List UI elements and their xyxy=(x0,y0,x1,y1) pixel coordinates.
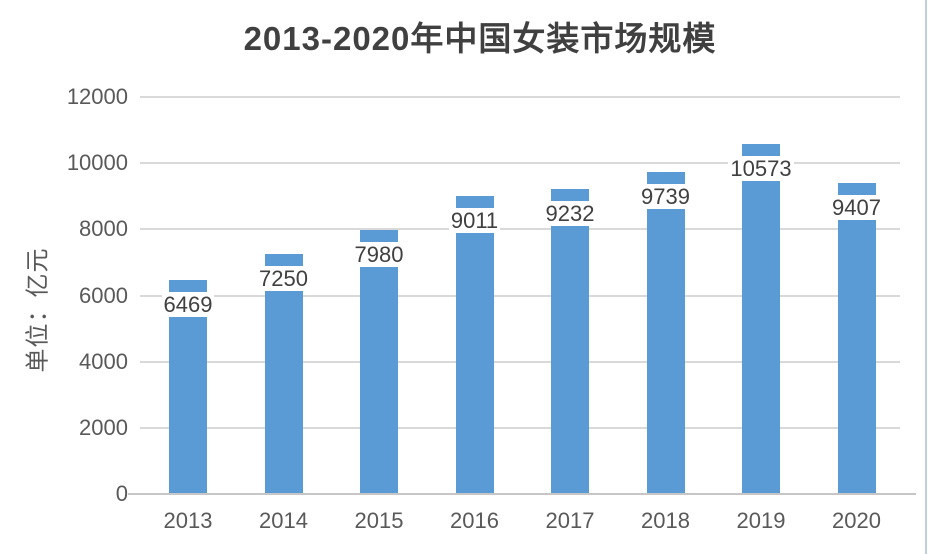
bar-data-label-value: 9232 xyxy=(543,200,597,226)
x-axis-tick-label: 2017 xyxy=(545,508,595,533)
bar-data-label: 6469 xyxy=(118,291,258,318)
bar-data-label-value: 7250 xyxy=(257,266,310,292)
right-edge-border-line xyxy=(925,0,927,554)
bar xyxy=(551,188,589,493)
y-axis-tick-label: 2000 xyxy=(79,414,128,440)
gridline xyxy=(140,360,900,363)
bar-data-label: 10573 xyxy=(691,156,831,182)
bar xyxy=(837,182,876,493)
bar-data-label-value: 10573 xyxy=(728,156,794,182)
bar-data-label: 7250 xyxy=(214,266,354,292)
bar-data-label-value: 7980 xyxy=(352,241,406,267)
bar-data-label: 9739 xyxy=(596,183,736,210)
bar-data-label-value: 9407 xyxy=(830,194,883,220)
bar-data-label-value: 6469 xyxy=(161,291,215,317)
bar xyxy=(360,229,398,493)
bar-data-label: 9407 xyxy=(787,194,927,221)
gridline xyxy=(140,96,900,98)
x-axis-tick-label: 2019 xyxy=(736,508,786,533)
y-axis-tick-label: 4000 xyxy=(79,348,128,374)
x-axis-tick-label: 2020 xyxy=(832,508,881,533)
gridline xyxy=(140,426,900,429)
gridline xyxy=(140,228,900,231)
bar-data-label: 7980 xyxy=(309,241,449,268)
gridline xyxy=(140,162,900,165)
bar-data-label-value: 9011 xyxy=(448,207,501,233)
y-axis-tick-label: 10000 xyxy=(66,150,128,176)
chart-title: 2013-2020年中国女装市场规模 xyxy=(243,20,717,57)
bar-data-label: 9232 xyxy=(500,200,640,227)
y-axis-tick-label: 8000 xyxy=(79,216,128,242)
x-axis-tick-label: 2018 xyxy=(641,508,690,533)
x-axis-line xyxy=(128,493,916,495)
bar xyxy=(646,171,685,493)
y-axis-tick-label: 0 xyxy=(115,481,128,506)
bar xyxy=(455,195,494,493)
x-axis-tick-label: 2014 xyxy=(259,508,308,533)
x-axis-tick-label: 2016 xyxy=(450,508,499,533)
bar xyxy=(742,144,780,493)
bar xyxy=(264,254,303,493)
bar-data-label: 9011 xyxy=(405,207,545,234)
bar-data-label-value: 9739 xyxy=(639,183,692,209)
gridline xyxy=(140,294,900,297)
x-axis-tick-label: 2013 xyxy=(163,508,213,533)
y-axis-tick-label: 12000 xyxy=(66,84,128,109)
x-axis-tick-label: 2015 xyxy=(354,508,404,533)
y-axis-tick-label: 6000 xyxy=(79,282,128,308)
